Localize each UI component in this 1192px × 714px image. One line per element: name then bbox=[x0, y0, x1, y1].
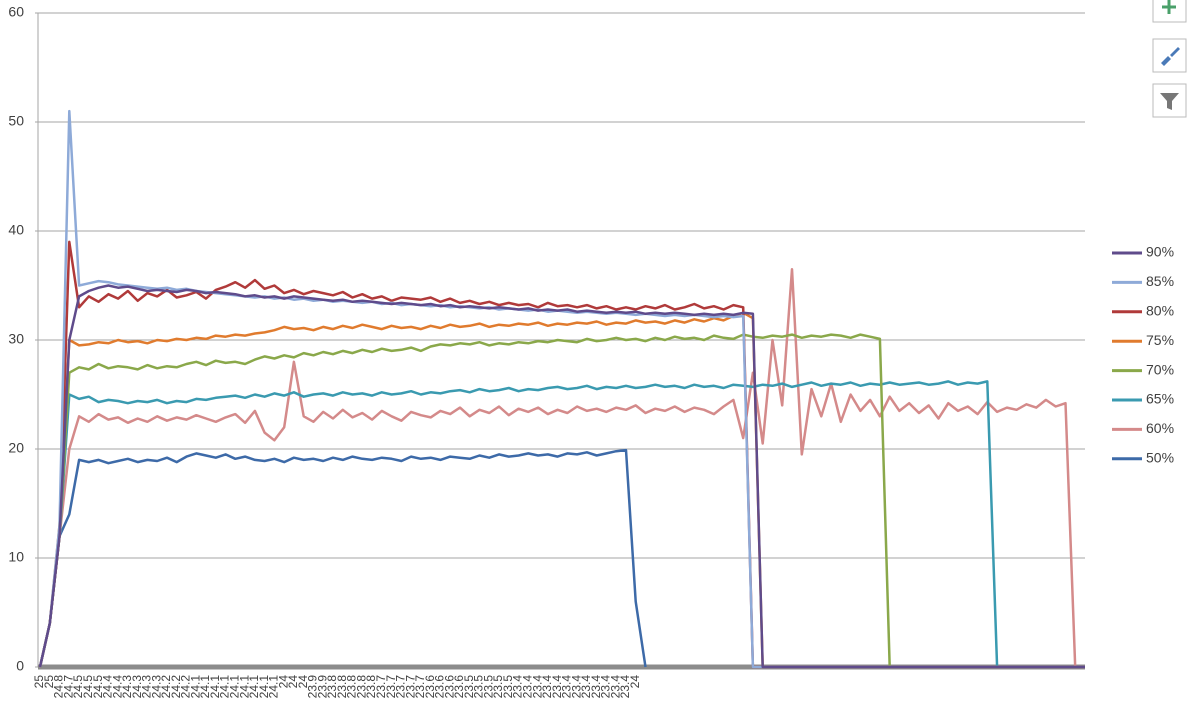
x-tick-label: 24.1 bbox=[237, 675, 251, 699]
x-tick-label: 24.3 bbox=[130, 675, 144, 699]
x-tick-label: 23.5 bbox=[491, 675, 505, 699]
x-tick-label: 24.4 bbox=[110, 675, 124, 699]
x-tick-label: 24.1 bbox=[227, 675, 241, 699]
x-tick-label: 23.7 bbox=[374, 675, 388, 699]
x-tick-label: 23.7 bbox=[413, 675, 427, 699]
x-tick-label: 23.4 bbox=[530, 675, 544, 699]
x-tick-label: 23.8 bbox=[354, 675, 368, 699]
x-tick-label: 24.1 bbox=[188, 675, 202, 699]
legend-label: 75% bbox=[1146, 332, 1174, 348]
x-tick-label: 23.7 bbox=[403, 675, 417, 699]
x-tick-label: 24.1 bbox=[267, 675, 281, 699]
x-tick-label: 24 bbox=[286, 675, 300, 689]
x-tick-label: 23.6 bbox=[452, 675, 466, 699]
y-tick-label: 50 bbox=[8, 113, 24, 129]
x-tick-label: 24 bbox=[276, 675, 290, 689]
legend-label: 80% bbox=[1146, 303, 1174, 319]
x-tick-label: 23.5 bbox=[472, 675, 486, 699]
y-tick-label: 60 bbox=[8, 4, 24, 20]
x-tick-label: 23.8 bbox=[335, 675, 349, 699]
x-tick-label: 23.9 bbox=[315, 675, 329, 699]
series-line bbox=[38, 311, 1085, 669]
x-tick-label: 24.1 bbox=[218, 675, 232, 699]
x-tick-label: 23.8 bbox=[345, 675, 359, 699]
x-tick-label: 23.7 bbox=[384, 675, 398, 699]
x-tick-label: 24.2 bbox=[169, 675, 183, 699]
x-tick-label: 24.1 bbox=[257, 675, 271, 699]
y-tick-label: 40 bbox=[8, 222, 24, 238]
x-tick-label: 24.3 bbox=[140, 675, 154, 699]
x-tick-label: 23.4 bbox=[550, 675, 564, 699]
brush-icon bbox=[1161, 47, 1180, 66]
x-tick-label: 23.4 bbox=[599, 675, 613, 699]
legend-label: 70% bbox=[1146, 361, 1174, 377]
legend-label: 90% bbox=[1146, 244, 1174, 260]
x-tick-label: 24.5 bbox=[91, 675, 105, 699]
x-tick-label: 24.2 bbox=[159, 675, 173, 699]
legend-label: 60% bbox=[1146, 420, 1174, 436]
chart-buttons bbox=[1152, 0, 1187, 118]
x-tick-label: 23.4 bbox=[511, 675, 525, 699]
x-tick-label: 24.1 bbox=[208, 675, 222, 699]
x-tick-label: 23.8 bbox=[325, 675, 339, 699]
x-tick-label: 23.4 bbox=[560, 675, 574, 699]
x-tick-label: 23.4 bbox=[608, 675, 622, 699]
x-tick-label: 23.6 bbox=[442, 675, 456, 699]
series-line bbox=[38, 380, 1085, 669]
x-tick-label: 24.8 bbox=[52, 675, 66, 699]
legend-label: 50% bbox=[1146, 450, 1174, 466]
x-tick-label: 23.4 bbox=[540, 675, 554, 699]
x-tick-label: 24.2 bbox=[179, 675, 193, 699]
x-tick-label: 23.5 bbox=[481, 675, 495, 699]
x-tick-label: 23.4 bbox=[618, 675, 632, 699]
x-tick-label: 23.4 bbox=[569, 675, 583, 699]
y-tick-label: 20 bbox=[8, 440, 24, 456]
y-tick-label: 10 bbox=[8, 549, 24, 565]
legend: 90% 85% 80% 75% 70% 65% 60% 50% bbox=[1112, 244, 1174, 466]
x-tick-label: 25 bbox=[32, 675, 46, 689]
x-tick-label: 23.6 bbox=[423, 675, 437, 699]
x-tick-label: 24.5 bbox=[81, 675, 95, 699]
y-tick-label: 0 bbox=[16, 658, 24, 674]
x-tick-label: 23.5 bbox=[462, 675, 476, 699]
x-tick-label: 23.4 bbox=[579, 675, 593, 699]
x-tick-label: 23.5 bbox=[501, 675, 515, 699]
style-button[interactable] bbox=[1152, 38, 1187, 73]
x-tick-label: 24.3 bbox=[120, 675, 134, 699]
series-line bbox=[38, 448, 647, 668]
x-tick-label: 23.9 bbox=[306, 675, 320, 699]
x-tick-label: 23.7 bbox=[394, 675, 408, 699]
legend-label: 85% bbox=[1146, 273, 1174, 289]
x-tick-label: 24.5 bbox=[71, 675, 85, 699]
legend-label: 65% bbox=[1146, 391, 1174, 407]
x-tick-label: 23.4 bbox=[520, 675, 534, 699]
series-line bbox=[38, 284, 1085, 669]
x-tick-label: 24 bbox=[628, 675, 642, 689]
x-tick-label: 24.3 bbox=[149, 675, 163, 699]
x-tick-label: 24.1 bbox=[198, 675, 212, 699]
y-tick-label: 30 bbox=[8, 331, 24, 347]
series-line bbox=[38, 267, 1085, 669]
plus-icon bbox=[1162, 0, 1176, 14]
x-tick-label: 25 bbox=[42, 675, 56, 689]
x-tick-label: 24.1 bbox=[247, 675, 261, 699]
x-tick-label: 24 bbox=[296, 675, 310, 689]
x-tick-label: 23.6 bbox=[433, 675, 447, 699]
x-tick-label: 23.8 bbox=[364, 675, 378, 699]
x-tick-label: 24.4 bbox=[101, 675, 115, 699]
filter-icon bbox=[1160, 93, 1179, 110]
x-tick-label: 23.4 bbox=[589, 675, 603, 699]
x-tick-label: 24.7 bbox=[61, 675, 75, 699]
